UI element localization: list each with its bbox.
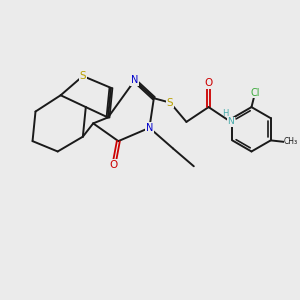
Text: N: N [131, 76, 138, 85]
Text: CH₃: CH₃ [284, 137, 298, 146]
Text: S: S [80, 71, 86, 81]
Text: S: S [167, 98, 173, 108]
Text: H: H [222, 109, 229, 118]
Text: N: N [146, 123, 153, 133]
Text: O: O [110, 160, 118, 170]
Text: Cl: Cl [250, 88, 260, 98]
Text: O: O [205, 78, 213, 88]
Text: N: N [227, 117, 234, 126]
